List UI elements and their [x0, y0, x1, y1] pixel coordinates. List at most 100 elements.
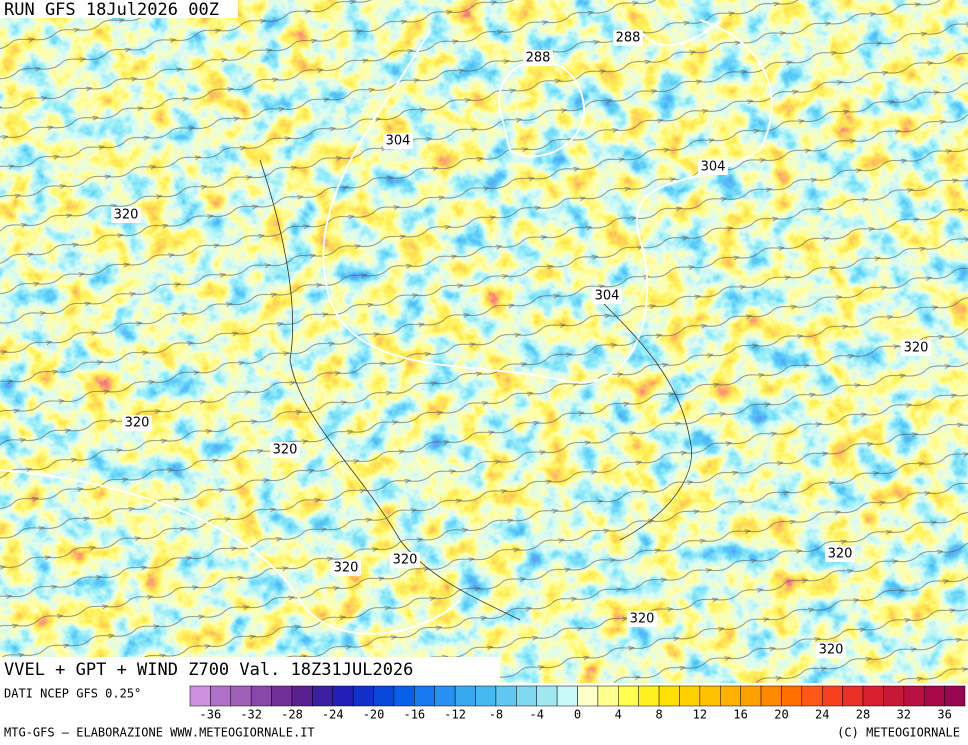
colorbar-swatch: [923, 685, 945, 707]
colorbar-tick-label: 12: [693, 708, 707, 722]
contour-label-box: [698, 159, 728, 175]
colorbar-swatch: [903, 685, 925, 707]
contour-label-box: [331, 560, 361, 576]
colorbar-swatch: [658, 685, 680, 707]
colorbar-swatch: [720, 685, 741, 707]
colorbar-tick-label: 16: [733, 708, 747, 722]
contour-label-box: [901, 340, 931, 356]
contour-label-box: [122, 415, 152, 431]
contour-label-box: [111, 207, 141, 223]
colorbar-swatch: [638, 685, 660, 707]
colorbar-tick-label: 4: [615, 708, 622, 722]
colorbar-swatch: [434, 685, 456, 707]
map: [0, 0, 968, 683]
colorbar-swatch: [393, 685, 415, 707]
contour-label-box: [523, 50, 553, 66]
wind-streamlines: [0, 0, 968, 683]
contour-label: 320: [393, 553, 418, 568]
contour-label-box: [383, 133, 413, 149]
contour-label: 304: [701, 160, 726, 175]
colorbar-swatch: [536, 685, 558, 707]
colorbar-tick-label: -36: [200, 708, 222, 722]
colorbar-swatch: [495, 685, 517, 707]
colorbar-swatch: [250, 685, 272, 707]
colorbar-swatch: [618, 685, 639, 707]
colorbar-swatch: [944, 685, 966, 707]
contour-label: 320: [114, 208, 139, 223]
contour-label: 304: [386, 134, 411, 149]
colorbar-tick-label: -12: [444, 708, 466, 722]
data-source: DATI NCEP GFS 0.25°: [4, 687, 141, 701]
colorbar-swatch: [373, 685, 395, 707]
colorbar-swatch: [740, 685, 762, 707]
footer-left: MTG-GFS — ELABORAZIONE WWW.METEOGIORNALE…: [4, 726, 315, 740]
colorbar-swatch: [883, 685, 905, 707]
colorbar-swatch: [577, 685, 599, 707]
colorbar-tick-label: 24: [815, 708, 829, 722]
colorbar-tick-label: -4: [529, 708, 543, 722]
colorbar-swatch: [556, 685, 578, 707]
colorbar-swatch: [454, 685, 476, 707]
contour-labels: 288 288 304 304 304 320 320 320 320 320 320 320 320 3…: [111, 30, 931, 658]
colorbar-tick-label: 36: [937, 708, 951, 722]
colorbar-tick-label: -16: [403, 708, 425, 722]
contour-label-box: [390, 552, 420, 568]
colorbar-swatch: [760, 685, 782, 707]
colorbar-swatch: [210, 685, 232, 707]
contour-label: 320: [125, 416, 150, 431]
colorbar-tick-label: 32: [897, 708, 911, 722]
colorbar: -36 -32 -28 -24 -20 -16 -12 -8 -4 0 4 8 12 16 20 24 28 32…: [189, 685, 966, 722]
contour-label: 320: [828, 547, 853, 562]
colorbar-tick-label: -32: [240, 708, 262, 722]
colorbar-swatch: [781, 685, 803, 707]
colorbar-swatch: [801, 685, 823, 707]
colorbar-tick-label: -24: [322, 708, 344, 722]
contour-label-box: [592, 288, 622, 304]
contour-label-box: [627, 611, 657, 627]
title-box: [0, 657, 500, 683]
run-label: RUN GFS 18Jul2026 00Z: [4, 0, 219, 20]
colorbar-tick-label: -28: [281, 708, 303, 722]
contour-label: 288: [616, 31, 641, 46]
contour-label: 304: [595, 289, 620, 304]
colorbar-tick-label: -8: [489, 708, 503, 722]
footer-right: (C) METEOGIORNALE: [837, 726, 960, 740]
contour-label-box: [816, 642, 846, 658]
colorbar-tick-label: 8: [655, 708, 662, 722]
colorbar-swatch: [821, 685, 843, 707]
colorbar-swatch: [189, 685, 211, 707]
geopotential-contours: [0, 19, 773, 635]
contour-label: 320: [273, 443, 298, 458]
colorbar-swatch: [230, 685, 252, 707]
colorbar-tick-label: -20: [363, 708, 385, 722]
colorbar-swatch: [352, 685, 374, 707]
contour-label: 320: [630, 612, 655, 627]
map-title: VVEL + GPT + WIND Z700 Val. 18Z31JUL2026: [4, 660, 413, 680]
header-box: [0, 0, 238, 18]
colorbar-swatch: [842, 685, 864, 707]
colorbar-swatch: [597, 685, 619, 707]
colorbar-swatch: [414, 685, 435, 707]
contour-label-box: [270, 442, 300, 458]
colorbar-swatch: [679, 685, 701, 707]
colorbar-swatch: [312, 685, 334, 707]
colorbar-swatch: [332, 685, 354, 707]
colorbar-swatch: [516, 685, 537, 707]
colorbar-swatch: [699, 685, 721, 707]
colorbar-swatch: [271, 685, 293, 707]
colorbar-tick-label: 28: [856, 708, 870, 722]
contour-label: 320: [819, 643, 844, 658]
coastlines: [259, 159, 692, 621]
colorbar-swatch: [475, 685, 497, 707]
colorbar-tick-label: 0: [574, 708, 581, 722]
contour-label: 320: [334, 561, 359, 576]
contour-label-box: [825, 546, 855, 562]
colorbar-swatch: [862, 685, 884, 707]
contour-label: 320: [904, 341, 929, 356]
contour-label: 288: [526, 51, 551, 66]
colorbar-tick-label: 20: [774, 708, 788, 722]
colorbar-swatch: [291, 685, 313, 707]
contour-label-box: [613, 30, 643, 46]
